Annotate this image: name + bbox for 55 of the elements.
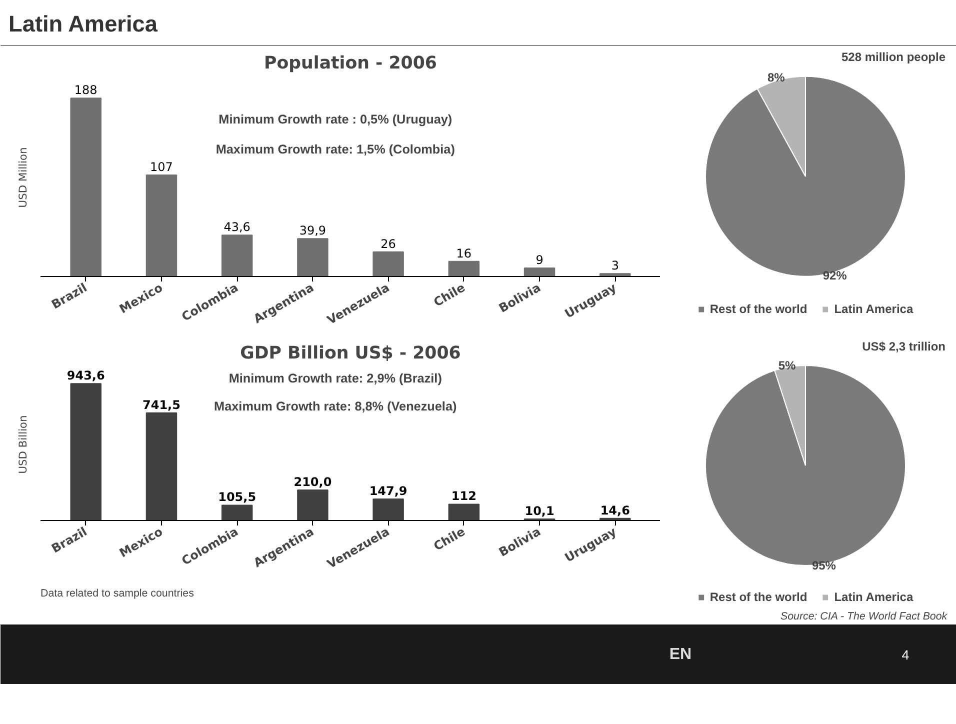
bar	[70, 383, 102, 520]
data-label: 3	[611, 258, 619, 273]
data-label: 39,9	[299, 224, 326, 238]
source-note: Source: CIA - The World Fact Book	[780, 610, 948, 622]
data-label: 43,6	[224, 220, 250, 234]
y-axis-title: USD Billion	[16, 415, 30, 474]
data-label: 95%	[812, 558, 836, 573]
data-label: 10,1	[524, 504, 554, 518]
chart-title: Population - 2006	[264, 54, 437, 74]
bar	[600, 273, 631, 276]
y-axis-title: USD Million	[16, 147, 30, 208]
data-label: 943,6	[66, 368, 105, 383]
data-label: 147,9	[369, 484, 408, 498]
text: Data related to sample countries	[40, 588, 194, 600]
legend-label: Latin America	[834, 590, 914, 604]
text: US$ 2,3 trillion	[862, 340, 946, 354]
data-label: 105,5	[218, 490, 256, 504]
bar	[70, 98, 102, 276]
bar	[297, 490, 328, 520]
annotation: Minimum Growth rate: 2,9% (Brazil)	[228, 372, 442, 386]
data-label: 188	[74, 83, 98, 98]
bar	[372, 251, 404, 276]
bar	[372, 498, 404, 520]
data-label: 9	[536, 252, 544, 267]
bar	[448, 260, 480, 276]
data-label: 14,6	[600, 503, 630, 518]
bar	[297, 238, 328, 276]
data-label: 92%	[822, 268, 848, 282]
data-label: 5%	[778, 358, 796, 372]
bar	[221, 234, 253, 276]
bar	[524, 267, 556, 276]
legend-label: Latin America	[834, 302, 914, 316]
x-tick-label: Chile	[431, 280, 468, 310]
text: 4	[902, 648, 910, 662]
bar	[146, 412, 178, 520]
bar	[221, 504, 253, 520]
data-label: 16	[456, 246, 472, 260]
data-label: 107	[150, 160, 173, 174]
text: Latin America	[8, 10, 158, 36]
text: 528 million people	[841, 50, 946, 64]
data-label: 210,0	[294, 475, 332, 490]
annotation: Maximum Growth rate: 8,8% (Venezuela)	[214, 400, 457, 414]
data-label: 26	[380, 236, 396, 251]
bar	[146, 174, 178, 276]
bar	[448, 504, 480, 520]
data-label: 741,5	[142, 398, 180, 412]
chart-title: GDP Billion US$ - 2006	[240, 344, 461, 364]
data-label: 112	[451, 489, 476, 504]
text: EN	[669, 646, 692, 663]
annotation: Maximum Growth rate: 1,5% (Colombia)	[216, 142, 455, 156]
annotation: Minimum Growth rate : 0,5% (Uruguay)	[218, 112, 452, 126]
legend-label: Rest of the world	[710, 302, 808, 316]
legend-label: Rest of the world	[710, 590, 808, 604]
data-label: 8%	[767, 70, 786, 84]
x-tick-label: Chile	[431, 524, 468, 554]
